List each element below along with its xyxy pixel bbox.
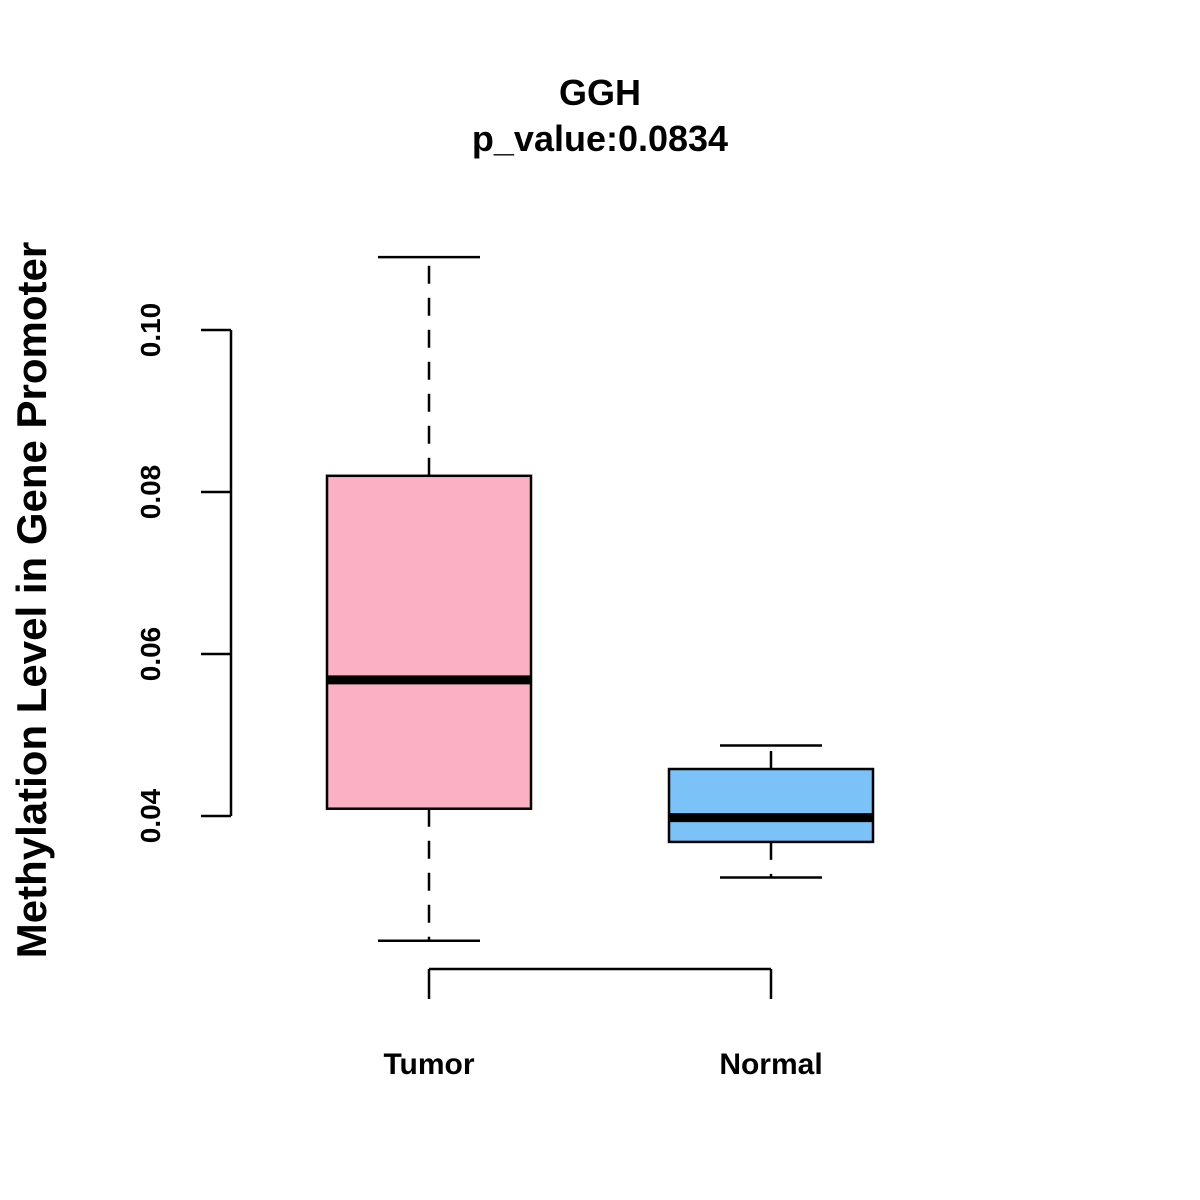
- x-tick-label: Normal: [719, 1048, 822, 1081]
- y-axis: 0.04 0.06 0.08 0.10: [135, 303, 233, 843]
- iqr-box: [325, 474, 533, 810]
- x-tick-label: Tumor: [383, 1048, 474, 1081]
- y-axis-label: Methylation Level in Gene Promoter: [8, 242, 55, 958]
- x-axis: Tumor Normal: [383, 967, 823, 1081]
- y-tick-label: 0.10: [135, 303, 166, 358]
- y-tick-label: 0.06: [135, 627, 166, 682]
- chart-title: GGH: [559, 72, 641, 113]
- chart-subtitle: p_value:0.0834: [472, 118, 728, 159]
- iqr-box: [667, 767, 875, 844]
- y-tick-label: 0.04: [135, 788, 166, 843]
- box-normal: [667, 744, 875, 879]
- y-tick-label: 0.08: [135, 465, 166, 520]
- box-group: [325, 255, 875, 942]
- box-tumor: [325, 255, 533, 942]
